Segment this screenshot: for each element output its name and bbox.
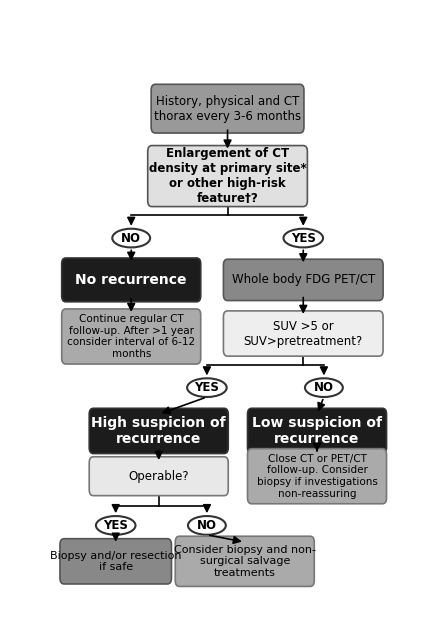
FancyBboxPatch shape	[62, 258, 201, 302]
Text: Biopsy and/or resection
if safe: Biopsy and/or resection if safe	[50, 551, 182, 572]
Text: NO: NO	[314, 381, 334, 394]
Text: No recurrence: No recurrence	[75, 273, 187, 287]
Text: YES: YES	[194, 381, 219, 394]
Ellipse shape	[188, 516, 226, 535]
Text: YES: YES	[103, 519, 128, 532]
FancyBboxPatch shape	[247, 408, 387, 454]
FancyBboxPatch shape	[62, 309, 201, 364]
Text: Enlargement of CT
density at primary site*
or other high-risk
feature†?: Enlargement of CT density at primary sit…	[149, 147, 306, 205]
Ellipse shape	[96, 516, 135, 535]
Text: NO: NO	[197, 519, 217, 532]
FancyBboxPatch shape	[148, 146, 307, 206]
FancyBboxPatch shape	[60, 539, 171, 584]
Text: Consider biopsy and non-
surgical salvage
treatments: Consider biopsy and non- surgical salvag…	[174, 544, 316, 578]
Text: Low suspicion of
recurrence: Low suspicion of recurrence	[252, 416, 382, 446]
FancyBboxPatch shape	[89, 408, 228, 454]
Ellipse shape	[305, 378, 343, 397]
FancyBboxPatch shape	[151, 84, 304, 133]
FancyBboxPatch shape	[223, 311, 383, 356]
Text: Continue regular CT
follow-up. After >1 year
consider interval of 6-12
months: Continue regular CT follow-up. After >1 …	[67, 314, 195, 359]
FancyBboxPatch shape	[175, 536, 314, 587]
FancyBboxPatch shape	[247, 449, 387, 504]
Text: Operable?: Operable?	[128, 470, 189, 482]
FancyBboxPatch shape	[89, 457, 228, 496]
FancyBboxPatch shape	[223, 259, 383, 300]
Text: Whole body FDG PET/CT: Whole body FDG PET/CT	[232, 273, 375, 286]
Text: Close CT or PET/CT
follow-up. Consider
biopsy if investigations
non-reassuring: Close CT or PET/CT follow-up. Consider b…	[257, 454, 377, 498]
Text: YES: YES	[291, 231, 316, 245]
Text: SUV >5 or
SUV>pretreatment?: SUV >5 or SUV>pretreatment?	[244, 320, 363, 348]
Text: History, physical and CT
thorax every 3-6 months: History, physical and CT thorax every 3-…	[154, 95, 301, 123]
Text: High suspicion of
recurrence: High suspicion of recurrence	[91, 416, 226, 446]
Ellipse shape	[187, 378, 227, 397]
Ellipse shape	[283, 229, 323, 247]
Ellipse shape	[112, 229, 150, 247]
Text: NO: NO	[121, 231, 141, 245]
